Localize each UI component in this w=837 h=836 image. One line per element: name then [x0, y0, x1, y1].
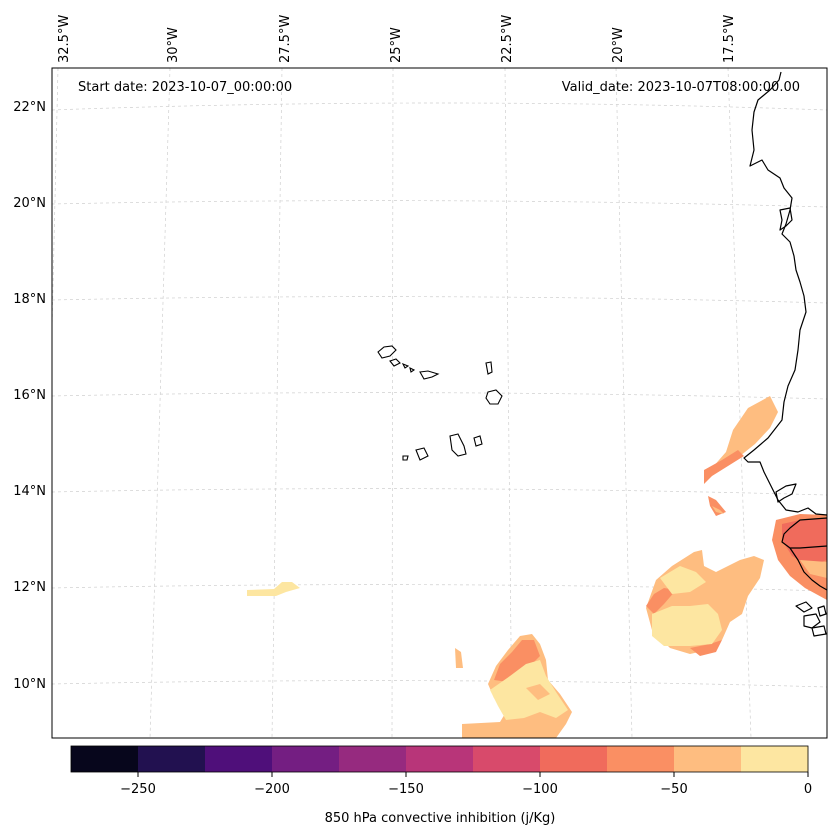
colorbar-segment	[205, 746, 273, 772]
colorbar-tick-minus-250: −250	[120, 782, 156, 797]
colorbar-segment	[406, 746, 474, 772]
colorbar-segment	[674, 746, 742, 772]
cin-contours	[247, 396, 827, 738]
lat-label-18n: 18°N	[13, 292, 46, 307]
colorbar-segment	[607, 746, 675, 772]
colorbar-segment	[473, 746, 541, 772]
lon-label-27-5w: 27.5°W	[278, 15, 293, 63]
cin-region-west-patch	[247, 582, 300, 596]
lon-label-32-5w: 32.5°W	[57, 15, 72, 63]
colorbar-tick-minus-200: −200	[254, 782, 290, 797]
lat-label-22n: 22°N	[13, 100, 46, 115]
lon-label-30w: 30°W	[166, 27, 181, 63]
colorbar-tick-minus-50: −50	[660, 782, 687, 797]
start-date-label: Start date: 2023-10-07_00:00:00	[78, 80, 292, 95]
colorbar-tick-minus-150: −150	[388, 782, 424, 797]
lat-label-10n: 10°N	[13, 677, 46, 692]
lon-label-22-5w: 22.5°W	[500, 15, 515, 63]
colorbar-ticks: −250 −200 −150 −100 −50 0	[120, 772, 812, 797]
cape-verde-islands	[377, 345, 503, 461]
colorbar-segment	[339, 746, 407, 772]
map-border	[51, 67, 828, 739]
colorbar-segment	[138, 746, 206, 772]
lon-label-17-5w: 17.5°W	[722, 15, 737, 63]
colorbar-segment	[741, 746, 809, 772]
longitude-labels: 32.5°W 30°W 27.5°W 25°W 22.5°W 20°W 17.5…	[57, 15, 737, 63]
latitude-labels: 22°N 20°N 18°N 16°N 14°N 12°N 10°N	[13, 100, 46, 692]
lat-label-14n: 14°N	[13, 484, 46, 499]
african-coastline	[743, 71, 828, 516]
lat-label-20n: 20°N	[13, 196, 46, 211]
lon-label-20w: 20°W	[611, 27, 626, 63]
colorbar-segment	[71, 746, 139, 772]
colorbar-tick-minus-100: −100	[522, 782, 558, 797]
valid-date-label: Valid_date: 2023-10-07T08:00:00.00	[562, 80, 800, 95]
map-panel	[51, 67, 828, 739]
colorbar-title: 850 hPa convective inhibition (j/Kg)	[325, 811, 556, 826]
colorbar-segment	[272, 746, 340, 772]
lat-label-16n: 16°N	[13, 388, 46, 403]
lon-label-25w: 25°W	[389, 27, 404, 63]
colorbar	[70, 745, 809, 773]
lat-label-12n: 12°N	[13, 580, 46, 595]
colorbar-border	[70, 745, 809, 773]
colorbar-tick-0: 0	[804, 782, 812, 797]
colorbar-segment	[540, 746, 608, 772]
graticule	[51, 67, 828, 739]
